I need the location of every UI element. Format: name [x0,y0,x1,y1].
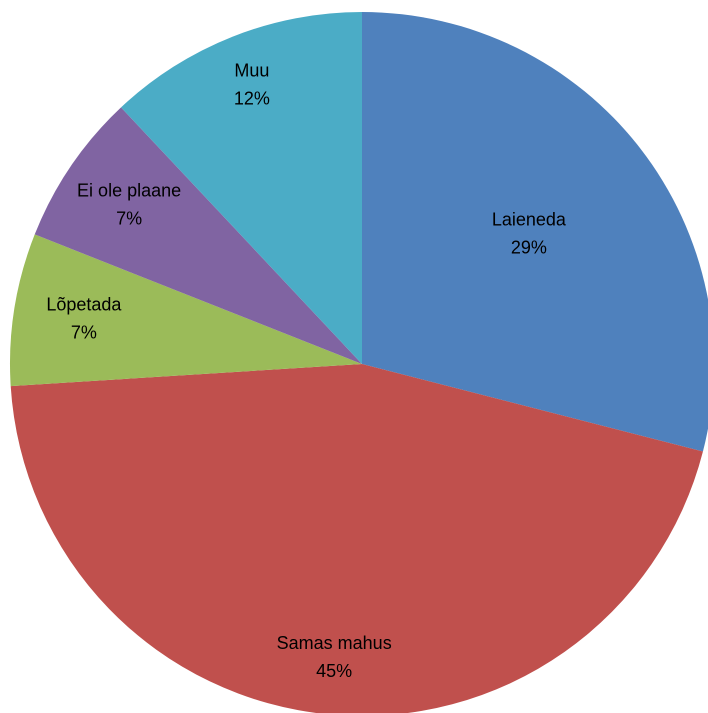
pie-slice [34,107,362,364]
slice-label: Ei ole plaane [77,180,181,200]
slice-label: Muu [234,61,269,81]
pie-slice [121,12,362,364]
pie-slice [9,234,362,387]
value-label: 12% [234,89,270,109]
value-label: 45% [316,661,352,681]
slice-label: Laieneda [492,209,567,229]
value-label: 7% [71,323,97,343]
pie-slice [10,364,703,713]
slice-label: Samas mahus [277,633,392,653]
slice-label: Lõpetada [46,295,122,315]
pie-slice [362,12,708,452]
value-label: 7% [116,208,142,228]
value-label: 29% [511,237,547,257]
